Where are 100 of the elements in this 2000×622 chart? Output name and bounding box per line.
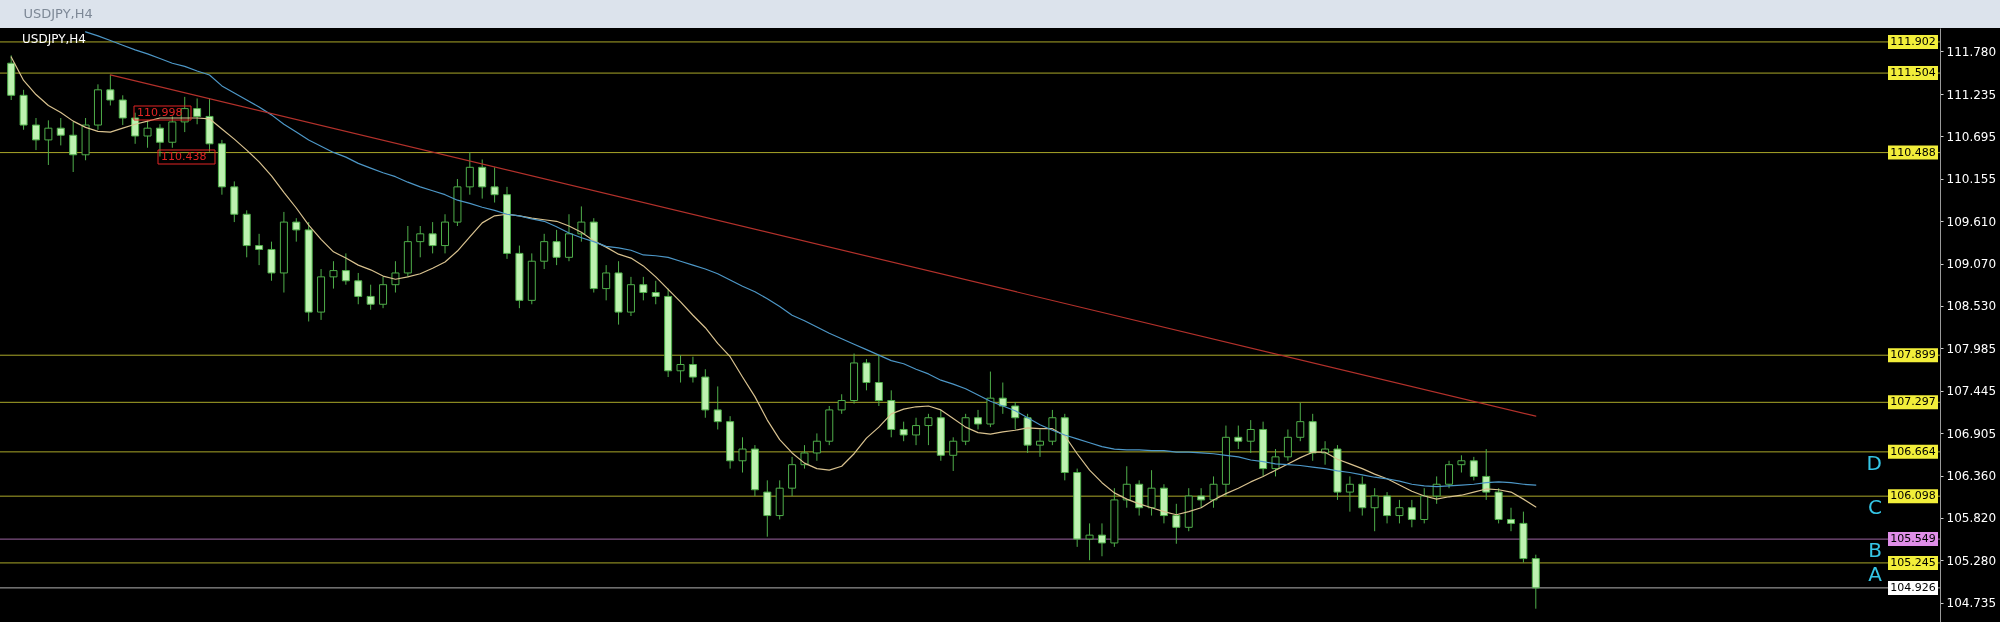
candlestick (862, 358, 871, 391)
candlestick (31, 117, 40, 151)
candlestick (1097, 522, 1106, 557)
candlestick (1246, 419, 1255, 454)
candlestick (465, 151, 474, 196)
candlestick (1147, 469, 1156, 517)
candlestick (912, 417, 921, 446)
candlestick (267, 241, 276, 282)
candlestick (874, 354, 883, 407)
ref-line-label: 105.245 (1890, 555, 1936, 569)
candlestick (168, 115, 177, 149)
candlestick (552, 229, 561, 266)
candlestick (837, 393, 846, 415)
candlestick (56, 117, 65, 146)
candlestick (1122, 465, 1131, 509)
candlestick (255, 233, 264, 266)
candlestick (118, 94, 127, 126)
y-tick-label: 105.820 (1946, 511, 1997, 526)
ref-line-label: 111.504 (1890, 66, 1936, 80)
candlestick (1383, 491, 1392, 524)
candlestick (1036, 428, 1044, 458)
candlestick (366, 284, 375, 311)
ref-line-label: 104.926 (1890, 580, 1936, 594)
candlestick (676, 354, 685, 384)
annotation: 110.438 (161, 150, 207, 163)
candlestick (974, 409, 983, 430)
candlestick (44, 119, 53, 166)
ref-line-label: 105.549 (1890, 532, 1936, 546)
candlestick (1085, 522, 1094, 561)
candlestick (354, 272, 363, 305)
candlestick (155, 123, 164, 157)
candlestick (1445, 460, 1454, 489)
annotation: 110.998 (137, 106, 183, 119)
ref-line-label: 106.664 (1890, 444, 1936, 458)
candlestick (1469, 456, 1478, 481)
candlestick (899, 421, 908, 442)
candlestick (639, 276, 648, 301)
candlestick (1135, 479, 1144, 517)
ref-line-label: 111.902 (1890, 34, 1936, 48)
candlestick (1507, 507, 1516, 532)
annotation: C (1868, 495, 1882, 520)
candlestick (379, 276, 388, 309)
candlestick (1296, 402, 1305, 442)
candlestick (1234, 425, 1243, 450)
chart-title: USDJPY,H4 (23, 6, 93, 21)
candlestick (788, 456, 797, 497)
candlestick (1048, 409, 1057, 446)
y-tick-label: 107.985 (1946, 341, 1997, 356)
candlestick (998, 382, 1007, 415)
candlestick (1407, 499, 1416, 528)
y-tick-label: 104.735 (1946, 596, 1997, 611)
candlestick (1345, 475, 1354, 513)
annotation: B (1868, 538, 1882, 563)
ref-line-label: 107.899 (1890, 348, 1936, 362)
candlestick (812, 432, 821, 462)
annotation: A (1868, 561, 1883, 586)
candlestick (1395, 499, 1404, 524)
candlestick (1370, 487, 1379, 532)
candlestick (416, 225, 425, 258)
ref-line-label: 106.098 (1890, 489, 1936, 503)
candlestick (1283, 428, 1292, 462)
candlestick (329, 260, 338, 290)
candlestick (441, 213, 450, 254)
y-tick-label: 109.070 (1946, 257, 1997, 272)
y-tick-label: 109.610 (1946, 214, 1997, 229)
candlestick (106, 74, 115, 106)
y-tick-label: 108.530 (1946, 299, 1997, 314)
candlestick (428, 221, 437, 254)
candlestick (688, 356, 697, 384)
candlestick (713, 385, 722, 430)
candlestick (1011, 401, 1020, 430)
y-tick-label: 106.360 (1946, 469, 1997, 484)
candlestick (478, 158, 487, 200)
candlestick (1358, 475, 1367, 517)
candlestick (602, 264, 611, 301)
ref-line-label: 107.297 (1890, 395, 1936, 409)
candlestick (1197, 487, 1206, 509)
candlestick (341, 252, 350, 286)
y-tick-label: 111.235 (1946, 87, 1997, 102)
candlestick (193, 97, 202, 125)
candlestick (763, 479, 772, 538)
candlestick (1209, 475, 1218, 509)
candlestick (1432, 475, 1441, 505)
candlestick (292, 217, 301, 243)
candlestick (577, 205, 586, 243)
candlestick (1321, 440, 1330, 466)
y-tick-label: 111.780 (1946, 44, 1997, 59)
candlestick (391, 260, 400, 294)
y-tick-label: 110.155 (1946, 172, 1997, 187)
annotation: USDJPY,H4 (22, 32, 86, 46)
candlestick (738, 436, 747, 474)
y-tick-label: 107.445 (1946, 384, 1997, 399)
candlestick (1420, 487, 1429, 524)
candlestick (949, 436, 958, 472)
y-tick-label: 106.905 (1946, 426, 1997, 441)
candlestick (143, 119, 152, 149)
ref-line-label: 110.488 (1890, 145, 1936, 159)
annotation: D (1866, 450, 1882, 475)
candlestick (924, 413, 933, 446)
candlestick (564, 213, 573, 262)
